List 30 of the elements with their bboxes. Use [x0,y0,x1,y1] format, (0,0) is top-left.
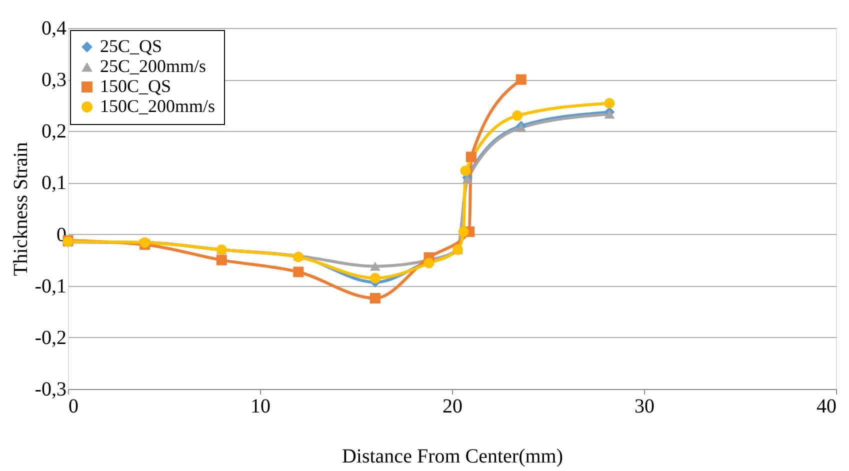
y-tick-label: -0,1 [34,275,66,298]
point [462,174,473,184]
point [604,98,615,109]
point [516,74,526,85]
legend-label: 150C_200mm/s [100,96,216,116]
point [370,272,380,284]
y-tick-label: -0,3 [34,378,66,400]
x-axis-title: Distance From Center(mm) [342,446,564,468]
x-tick-label: 10 [250,396,270,418]
point [460,166,471,176]
y-tick-label: 0,1 [42,172,66,194]
y-tick-label: 0,2 [42,120,66,143]
legend-label: 150C_QS [100,76,172,96]
point [293,266,304,278]
y-tick-label: -0,2 [34,326,66,349]
point [370,292,380,304]
legend-label: 25C_QS [100,36,162,56]
x-tick-label: 40 [816,396,836,418]
x-tick-label: 20 [442,396,462,418]
x-tick-label: 30 [634,396,654,418]
legend-label: 25C_200mm/s [100,56,206,76]
y-tick-label: 0,3 [42,69,66,92]
point [370,262,380,271]
point [604,110,615,119]
y-axis-title: Thickness Strain [10,142,32,276]
point [458,226,469,237]
point [216,254,227,266]
y-tick-label: 0,4 [42,18,66,40]
point [466,152,476,162]
point [512,110,523,121]
